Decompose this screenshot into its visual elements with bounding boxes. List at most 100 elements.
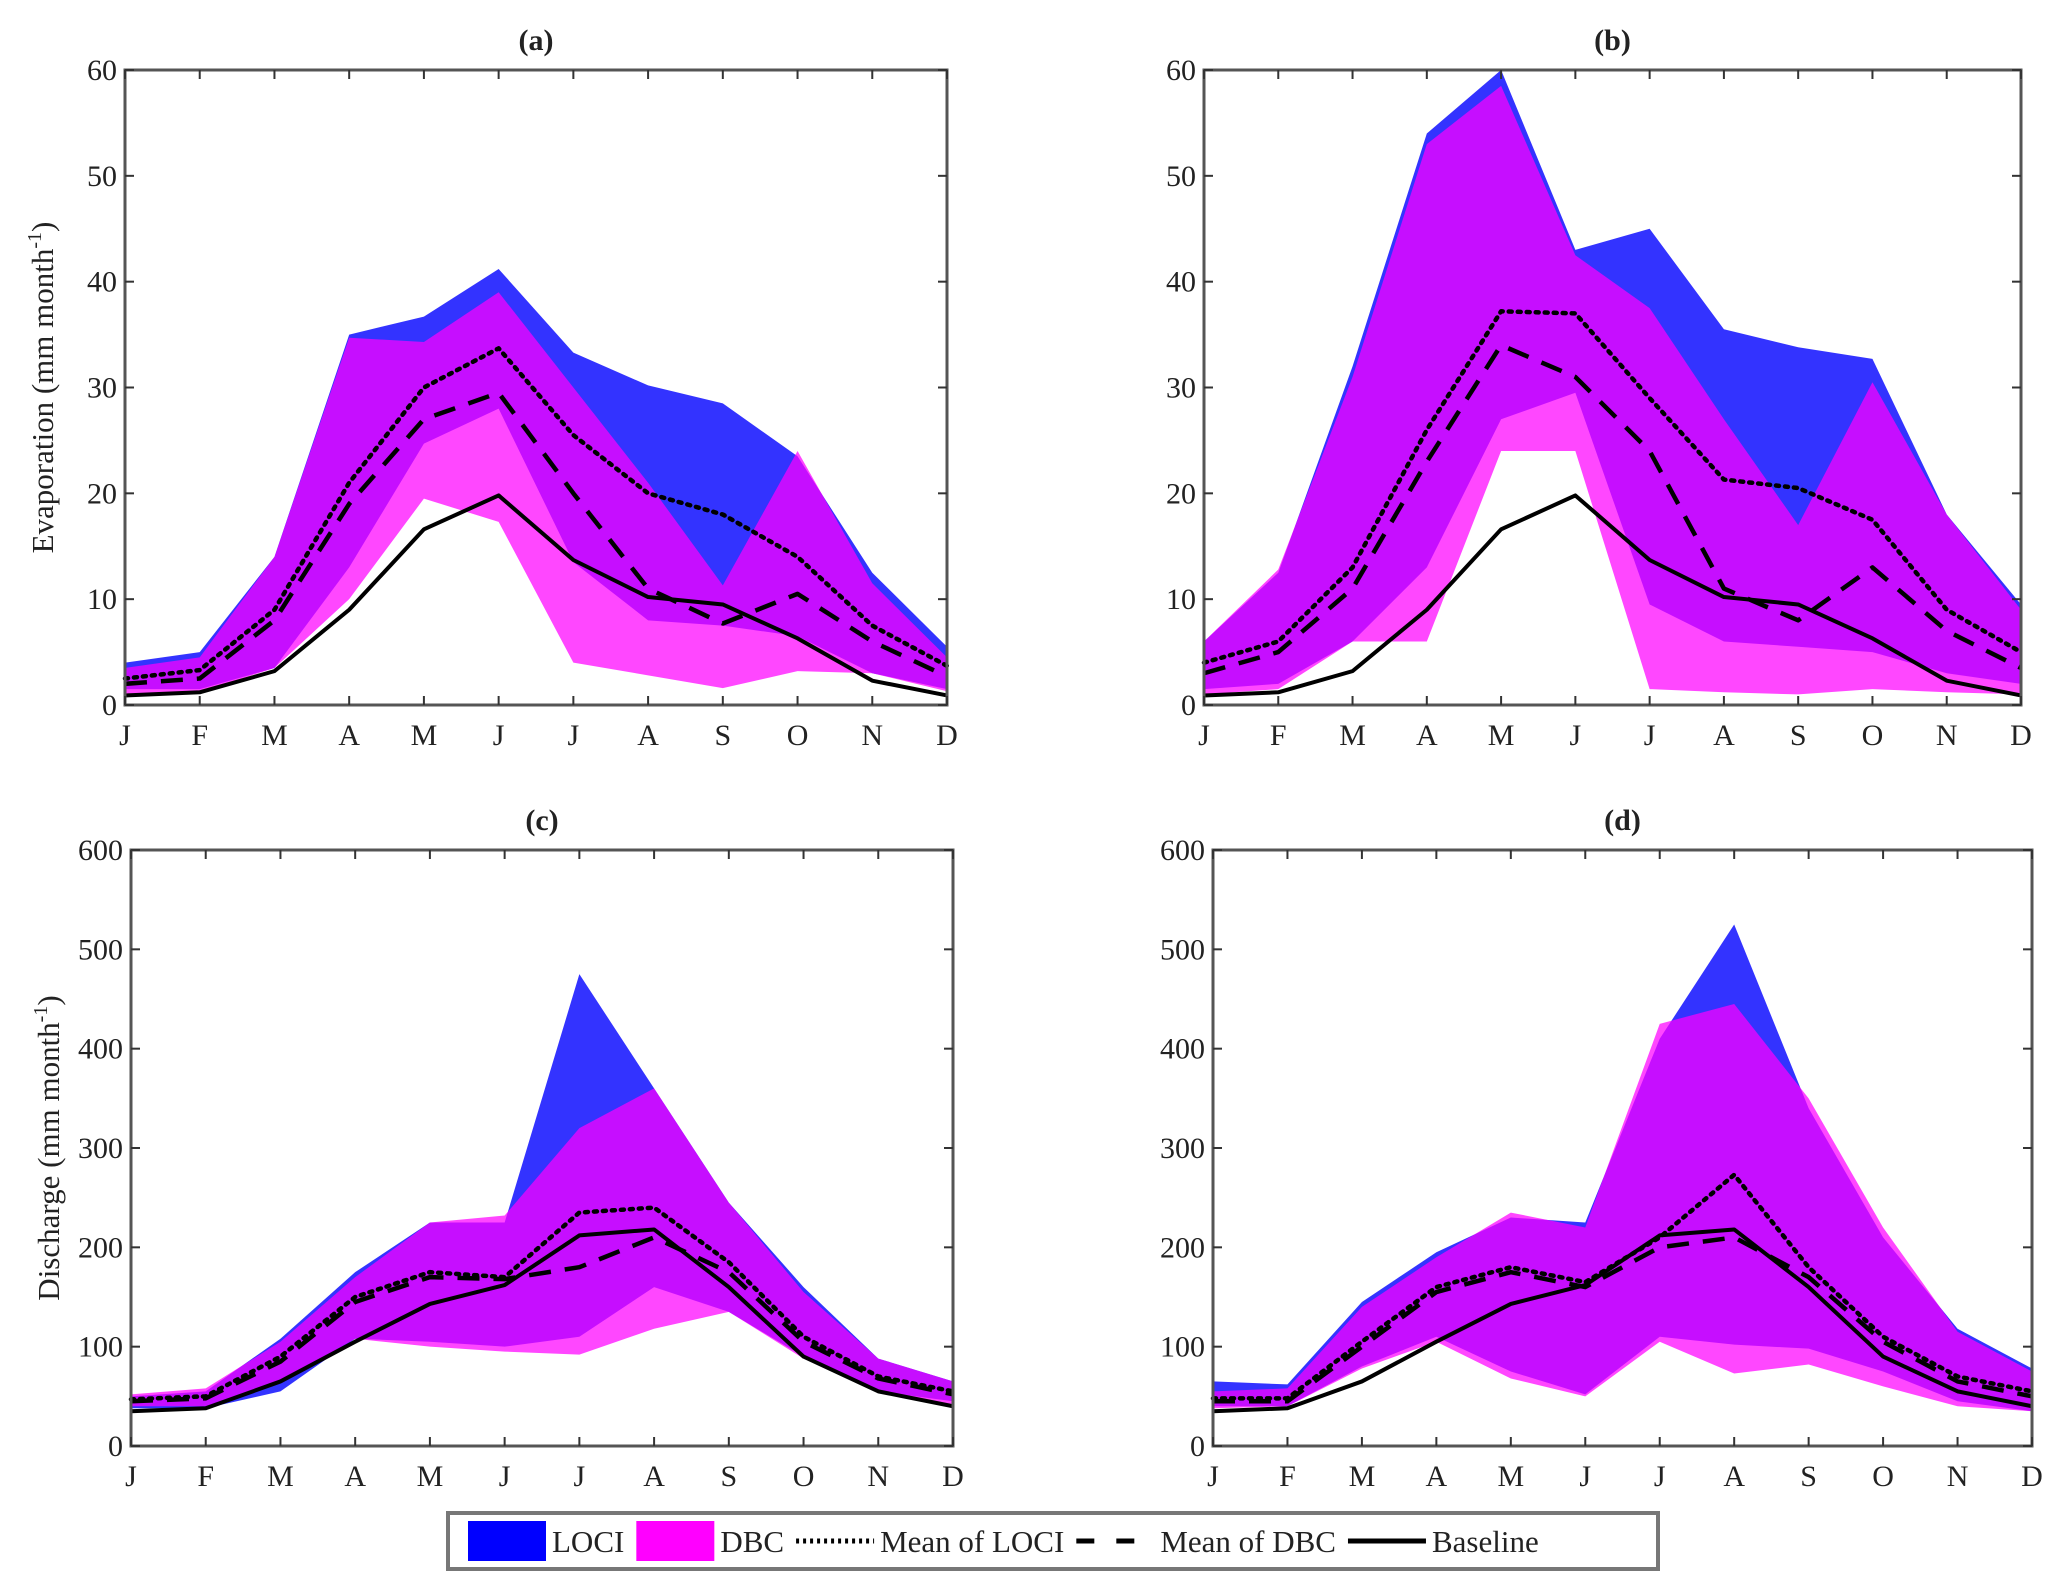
x-tick-label: A xyxy=(1416,719,1438,752)
x-tick-label: M xyxy=(1339,719,1366,752)
x-tick-label: J xyxy=(568,719,580,752)
y-axis-label-text: Discharge (mm month xyxy=(31,1022,66,1301)
x-tick-label: J xyxy=(1579,1460,1591,1493)
mean-of-loci-line xyxy=(122,346,950,681)
y-tick-label: 40 xyxy=(1166,266,1196,299)
legend-item-loci: LOCI xyxy=(468,1521,624,1561)
dbc-range-band xyxy=(1204,85,2021,695)
panel-title: (c) xyxy=(525,804,558,837)
x-tick-label: O xyxy=(1862,719,1884,752)
mean-of-dbc-line xyxy=(124,390,948,687)
y-tick-label: 200 xyxy=(78,1231,123,1264)
y-tick-label: 300 xyxy=(1160,1132,1205,1165)
x-tick-label: S xyxy=(714,719,731,752)
x-tick-label: J xyxy=(574,1460,586,1493)
y-axis-label: Discharge (mm month-1) xyxy=(30,995,66,1300)
dbc-range-band xyxy=(1213,1003,2032,1412)
y-axis-label-text: Evaporation (mm month xyxy=(25,248,60,553)
x-tick-label: M xyxy=(267,1460,294,1493)
legend-item-mean-of-loci: Mean of LOCI xyxy=(796,1524,1064,1559)
mean-of-loci-line xyxy=(128,1205,956,1402)
x-tick-label: J xyxy=(1644,719,1656,752)
y-tick-label: 10 xyxy=(87,583,117,616)
legend-label: Mean of DBC xyxy=(1160,1524,1336,1559)
x-tick-label: N xyxy=(861,719,883,752)
legend-swatch xyxy=(636,1521,715,1561)
y-tick-label: 40 xyxy=(87,266,117,299)
baseline-line xyxy=(1212,1227,2033,1414)
y-tick-label: 60 xyxy=(87,54,117,87)
y-tick-label: 50 xyxy=(1166,160,1196,193)
x-tick-label: J xyxy=(499,1460,511,1493)
y-tick-label: 400 xyxy=(1160,1033,1205,1066)
legend-label: Baseline xyxy=(1432,1524,1539,1559)
x-tick-label: J xyxy=(125,1460,137,1493)
y-tick-label: 20 xyxy=(87,477,117,510)
legend-swatch xyxy=(468,1521,546,1561)
y-tick-label: 0 xyxy=(108,1430,123,1463)
x-tick-label: D xyxy=(2010,719,2032,752)
panel-title: (b) xyxy=(1594,24,1631,57)
legend-label: LOCI xyxy=(552,1524,624,1559)
x-tick-label: J xyxy=(1198,719,1210,752)
x-tick-label: A xyxy=(637,719,659,752)
x-tick-label: M xyxy=(411,719,438,752)
x-tick-label: J xyxy=(1654,1460,1666,1493)
legend-item-dbc: DBC xyxy=(636,1521,784,1561)
x-tick-label: A xyxy=(643,1460,665,1493)
baseline-line xyxy=(1203,493,2022,698)
mean-of-dbc-line xyxy=(1213,1235,2033,1404)
x-tick-label: N xyxy=(1947,1460,1969,1493)
panel-c: 0 100 200 300 400 500 600 J F M A M J J A S O N D (c) Discha… xyxy=(30,804,964,1493)
y-tick-label: 300 xyxy=(78,1132,123,1165)
legend-item-baseline: Baseline xyxy=(1347,1524,1539,1559)
y-axis-label-unit-exponent: -1 xyxy=(30,1006,52,1023)
legend-label: DBC xyxy=(720,1524,784,1559)
dbc-range-band xyxy=(125,292,947,695)
x-tick-label: M xyxy=(417,1460,444,1493)
panel-b: 0 10 20 30 40 50 60 J F M A M J J A S O N D (b) xyxy=(1166,24,2032,752)
x-tick-label: O xyxy=(787,719,809,752)
y-tick-label: 20 xyxy=(1166,477,1196,510)
x-tick-label: N xyxy=(1936,719,1958,752)
x-tick-label: M xyxy=(261,719,288,752)
y-tick-label: 0 xyxy=(102,689,117,722)
y-tick-label: 500 xyxy=(78,933,123,966)
y-tick-label: 10 xyxy=(1166,583,1196,616)
legend-label: Mean of LOCI xyxy=(880,1524,1064,1559)
x-tick-label: A xyxy=(1723,1460,1745,1493)
x-tick-label: A xyxy=(338,719,360,752)
panel-title: (a) xyxy=(519,24,554,57)
y-tick-label: 600 xyxy=(1160,834,1205,867)
panels: 0 10 20 30 40 50 60 J F M A M J J A S O N D (a) Evaporation … xyxy=(24,24,2043,1493)
legend-item-mean-of-dbc: Mean of DBC xyxy=(1076,1524,1336,1559)
y-tick-label: 100 xyxy=(1160,1331,1205,1364)
x-tick-label: J xyxy=(493,719,505,752)
y-tick-label: 200 xyxy=(1160,1231,1205,1264)
baseline-line xyxy=(124,493,948,698)
x-tick-label: A xyxy=(1426,1460,1448,1493)
x-tick-label: F xyxy=(197,1460,214,1493)
y-axis-label: Evaporation (mm month-1) xyxy=(24,222,60,554)
y-tick-label: 60 xyxy=(1166,54,1196,87)
x-tick-label: M xyxy=(1497,1460,1524,1493)
x-tick-label: D xyxy=(2021,1460,2043,1493)
y-tick-label: 30 xyxy=(87,372,117,405)
baseline-line xyxy=(130,1227,954,1414)
x-tick-label: O xyxy=(1872,1460,1894,1493)
panel-d: 0 100 200 300 400 500 600 J F M A M J J A S O N D (d) xyxy=(1160,804,2043,1493)
panel-title: (d) xyxy=(1604,804,1641,837)
y-axis-label-close: ) xyxy=(31,995,66,1005)
panel-a: 0 10 20 30 40 50 60 J F M A M J J A S O N D (a) Evaporation … xyxy=(24,24,958,752)
x-tick-label: F xyxy=(191,719,208,752)
mean-of-loci-line xyxy=(1201,309,2024,665)
x-tick-label: S xyxy=(1790,719,1807,752)
y-tick-label: 500 xyxy=(1160,933,1205,966)
x-tick-label: J xyxy=(1207,1460,1219,1493)
y-axis-label-unit-exponent: -1 xyxy=(24,232,46,249)
x-tick-label: D xyxy=(942,1460,964,1493)
x-tick-label: A xyxy=(344,1460,366,1493)
dbc-range-band xyxy=(131,1088,953,1407)
x-tick-label: A xyxy=(1713,719,1735,752)
